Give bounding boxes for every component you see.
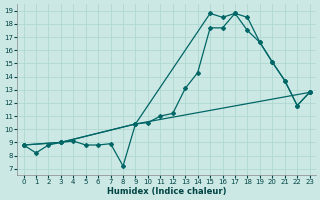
X-axis label: Humidex (Indice chaleur): Humidex (Indice chaleur) [107,187,226,196]
